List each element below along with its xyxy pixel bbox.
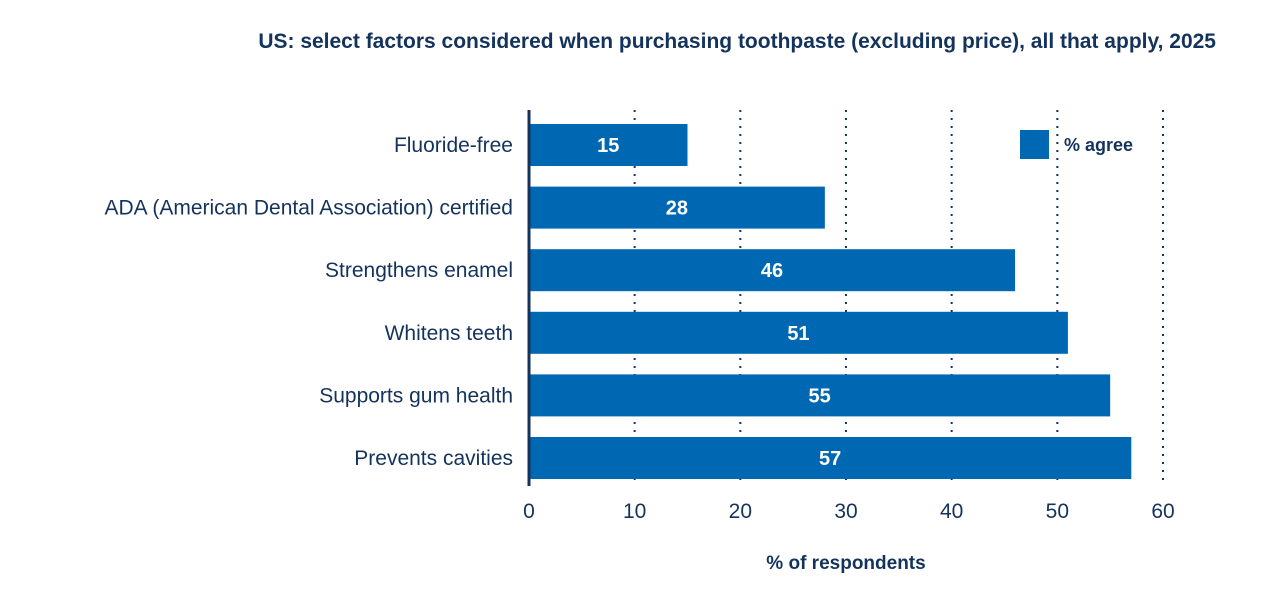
x-tick-label: 20: [729, 500, 752, 523]
x-tick-label: 30: [834, 500, 857, 523]
bar: [529, 186, 825, 229]
legend: % agree: [1020, 130, 1133, 159]
legend-label: % agree: [1064, 135, 1133, 155]
bar: [529, 374, 1111, 417]
x-axis-label: % of respondents: [766, 553, 925, 574]
x-tick-label: 60: [1151, 500, 1174, 523]
category-label: Strengthens enamel: [325, 259, 513, 282]
x-tick-labels: 0 10 20 30 40 50 60: [523, 500, 1175, 523]
chart-title: US: select factors considered when purch…: [258, 30, 1216, 53]
grid-lines: [633, 110, 1164, 480]
x-tick-label: 40: [940, 500, 963, 523]
x-tick-label: 0: [523, 500, 535, 523]
category-label: Fluoride-free: [394, 134, 513, 157]
bar-data-label: 55: [808, 385, 830, 407]
category-label: ADA (American Dental Association) certif…: [104, 197, 513, 220]
legend-swatch: [1020, 130, 1049, 159]
bar: [529, 437, 1132, 479]
bar: [529, 311, 1068, 354]
category-label: Supports gum health: [319, 384, 513, 407]
x-tick-label: 10: [623, 500, 646, 523]
bar: [529, 124, 688, 166]
bars: 15 28 46 51 55 57: [529, 124, 1132, 479]
category-label: Whitens teeth: [385, 322, 513, 345]
category-label: Prevents cavities: [354, 447, 513, 470]
x-tick-label: 50: [1046, 500, 1069, 523]
bar-data-label: 57: [819, 448, 841, 470]
bar: [529, 249, 1016, 292]
bar-data-label: 28: [666, 198, 688, 220]
bar-data-label: 51: [787, 323, 809, 345]
category-labels: Fluoride-free ADA (American Dental Associ…: [104, 134, 513, 470]
bar-data-label: 15: [597, 135, 619, 157]
bar-data-label: 46: [761, 260, 783, 282]
